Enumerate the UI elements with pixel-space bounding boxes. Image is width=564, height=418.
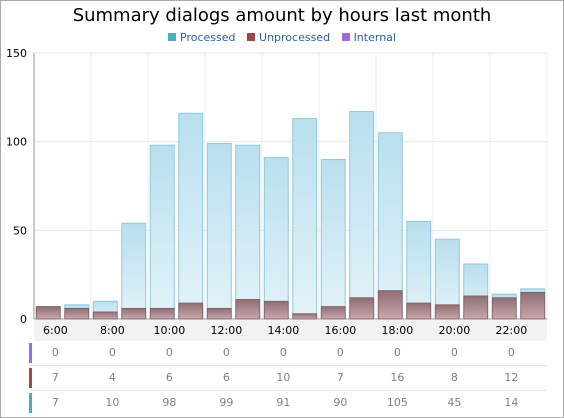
bar-processed bbox=[149, 144, 175, 320]
bar-processed bbox=[263, 157, 289, 320]
data-table: 0 0 0 0 0 0 0 0 0 7 4 6 6 10 7 16 8 12 7 10 98 99 91 90 105 45 14 bbox=[29, 341, 547, 415]
table-cell: 0 bbox=[450, 346, 458, 359]
table-cell: 0 bbox=[279, 346, 287, 359]
bar-unprocessed bbox=[178, 302, 204, 320]
table-cell: 4 bbox=[108, 371, 116, 384]
table-cell: 0 bbox=[222, 346, 230, 359]
x-axis-band bbox=[34, 320, 547, 341]
legend-item-processed[interactable]: Processed bbox=[168, 31, 236, 44]
chart-title: Summary dialogs amount by hours last mon… bbox=[72, 5, 492, 26]
bar-processed bbox=[121, 222, 147, 320]
table-cell: 6 bbox=[165, 371, 173, 384]
bar-unprocessed bbox=[491, 297, 517, 320]
bar-chart-plot: 0 50 100 150 6:00 8:00 10:00 12:00 14:00 16:00 18:… bbox=[6, 47, 548, 341]
table-cell: 7 bbox=[51, 371, 59, 384]
bar-unprocessed bbox=[263, 300, 289, 320]
bar-unprocessed bbox=[35, 306, 61, 320]
table-cell: 105 bbox=[386, 396, 408, 409]
bar-unprocessed bbox=[406, 302, 432, 320]
x-tick-label: 22:00 bbox=[496, 324, 528, 337]
table-cell: 98 bbox=[162, 396, 177, 409]
table-cell: 0 bbox=[507, 346, 515, 359]
bar-unprocessed bbox=[463, 295, 489, 320]
bar-unprocessed bbox=[92, 311, 118, 320]
table-row: 7 10 98 99 91 90 105 45 14 bbox=[29, 391, 547, 415]
legend-item-unprocessed[interactable]: Unprocessed bbox=[247, 31, 330, 44]
table-cell: 99 bbox=[219, 396, 234, 409]
y-tick-label: 50 bbox=[13, 224, 27, 237]
bar-processed bbox=[292, 118, 318, 320]
bar-unprocessed bbox=[64, 307, 90, 320]
table-row: 7 4 6 6 10 7 16 8 12 bbox=[29, 366, 547, 391]
bar-unprocessed bbox=[235, 299, 261, 320]
table-cell: 16 bbox=[390, 371, 405, 384]
bar-processed bbox=[178, 112, 204, 320]
table-row: 0 0 0 0 0 0 0 0 0 bbox=[29, 341, 547, 366]
legend-label-unprocessed: Unprocessed bbox=[259, 31, 331, 44]
table-cell: 7 bbox=[51, 396, 59, 409]
series-color-marker bbox=[29, 343, 32, 363]
x-tick-label: 8:00 bbox=[100, 324, 125, 337]
series-color-marker bbox=[29, 393, 32, 413]
legend-swatch-unprocessed bbox=[247, 33, 256, 41]
x-tick-label: 6:00 bbox=[43, 324, 68, 337]
table-cell: 6 bbox=[222, 371, 230, 384]
bar-processed bbox=[235, 144, 261, 320]
bar-unprocessed bbox=[349, 297, 375, 320]
table-cell: 0 bbox=[336, 346, 344, 359]
x-tick-label: 16:00 bbox=[325, 324, 357, 337]
chart-legend: Processed Unprocessed Internal bbox=[1, 31, 563, 44]
bar-unprocessed bbox=[292, 313, 318, 320]
legend-swatch-internal bbox=[341, 33, 350, 41]
legend-label-internal: Internal bbox=[353, 31, 396, 44]
bar-unprocessed bbox=[121, 307, 147, 320]
x-tick-label: 14:00 bbox=[268, 324, 300, 337]
x-tick-label: 12:00 bbox=[211, 324, 243, 337]
x-tick-label: 18:00 bbox=[382, 324, 414, 337]
table-cell: 90 bbox=[333, 396, 348, 409]
table-cell: 45 bbox=[447, 396, 462, 409]
bar-unprocessed bbox=[149, 307, 175, 320]
bar-processed bbox=[320, 158, 346, 320]
x-tick-label: 10:00 bbox=[154, 324, 186, 337]
bar-unprocessed bbox=[434, 304, 460, 320]
x-tick-label: 20:00 bbox=[439, 324, 471, 337]
table-cell: 0 bbox=[108, 346, 116, 359]
bar-unprocessed bbox=[206, 307, 232, 320]
series-color-marker bbox=[29, 368, 32, 388]
table-cell: 0 bbox=[393, 346, 401, 359]
table-cell: 10 bbox=[276, 371, 291, 384]
bar-processed bbox=[206, 142, 232, 320]
legend-swatch-processed bbox=[168, 33, 177, 41]
legend-label-processed: Processed bbox=[180, 31, 236, 44]
table-cell: 12 bbox=[504, 371, 519, 384]
table-cell: 0 bbox=[51, 346, 59, 359]
bar-unprocessed bbox=[320, 306, 346, 320]
table-cell: 91 bbox=[276, 396, 291, 409]
table-cell: 0 bbox=[165, 346, 173, 359]
y-tick-label: 0 bbox=[20, 313, 27, 326]
bar-processed bbox=[349, 111, 375, 320]
y-tick-label: 100 bbox=[6, 136, 27, 149]
table-cell: 10 bbox=[105, 396, 120, 409]
table-cell: 8 bbox=[450, 371, 458, 384]
y-tick-label: 150 bbox=[6, 47, 27, 60]
table-cell: 14 bbox=[504, 396, 519, 409]
table-cell: 7 bbox=[336, 371, 344, 384]
bar-unprocessed bbox=[520, 291, 546, 320]
bar-unprocessed bbox=[377, 290, 403, 320]
legend-item-internal[interactable]: Internal bbox=[341, 31, 396, 44]
